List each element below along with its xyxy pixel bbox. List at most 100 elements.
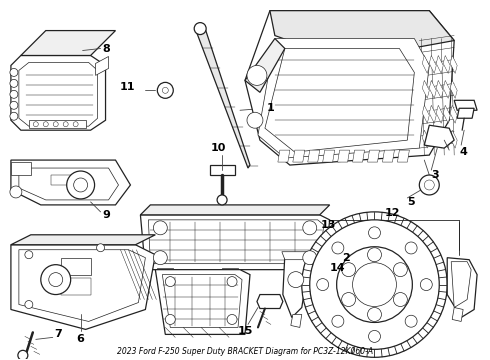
Circle shape [63,122,68,127]
Text: 14: 14 [330,263,345,273]
Circle shape [332,242,344,254]
Circle shape [405,242,417,254]
Polygon shape [436,80,443,98]
Polygon shape [450,105,457,123]
Circle shape [10,186,22,198]
Polygon shape [429,105,436,123]
Circle shape [247,66,267,85]
Circle shape [368,330,380,342]
Polygon shape [457,108,474,118]
Circle shape [25,301,33,309]
Polygon shape [141,215,330,270]
Text: 13: 13 [320,220,336,230]
Polygon shape [11,245,155,329]
Polygon shape [162,275,242,328]
Text: 15: 15 [238,327,253,336]
Circle shape [53,122,58,127]
Text: 4: 4 [459,147,467,157]
Circle shape [337,247,413,323]
Polygon shape [155,270,250,334]
Circle shape [227,315,237,324]
Polygon shape [257,294,283,309]
Polygon shape [454,100,477,110]
Circle shape [153,221,167,235]
Circle shape [368,248,382,262]
Polygon shape [282,252,313,260]
Circle shape [41,265,71,294]
Polygon shape [283,255,308,318]
Circle shape [25,251,33,259]
Polygon shape [443,80,450,98]
Circle shape [73,122,78,127]
Polygon shape [424,125,454,148]
Text: 11: 11 [120,82,135,93]
Polygon shape [308,150,319,162]
Text: 2023 Ford F-250 Super Duty BRACKET Diagram for PC3Z-12K060-A: 2023 Ford F-250 Super Duty BRACKET Diagr… [117,347,373,356]
Polygon shape [258,39,429,158]
Circle shape [33,122,38,127]
Circle shape [74,178,88,192]
Circle shape [10,68,18,76]
Polygon shape [397,150,409,162]
Circle shape [217,195,227,205]
Polygon shape [210,165,235,175]
Polygon shape [429,80,436,98]
Polygon shape [265,49,415,152]
Polygon shape [61,278,91,294]
Text: 2: 2 [342,253,349,263]
Polygon shape [278,150,290,162]
Circle shape [162,87,168,93]
Polygon shape [292,268,308,278]
Circle shape [303,251,317,265]
Circle shape [419,175,439,195]
Circle shape [10,90,18,98]
Polygon shape [19,62,98,126]
Polygon shape [450,130,457,148]
Polygon shape [245,39,285,92]
Circle shape [10,80,18,87]
Circle shape [317,279,329,291]
Circle shape [368,307,382,321]
Circle shape [420,279,432,291]
Circle shape [18,350,28,360]
Polygon shape [422,80,429,98]
Polygon shape [11,162,31,175]
Polygon shape [195,28,250,168]
Polygon shape [29,120,86,128]
Polygon shape [429,55,436,73]
Polygon shape [19,250,146,321]
Circle shape [302,212,447,357]
Circle shape [227,276,237,287]
Circle shape [405,315,417,327]
Polygon shape [436,105,443,123]
Polygon shape [450,80,457,98]
Circle shape [10,112,18,120]
Circle shape [43,122,48,127]
Circle shape [288,272,304,288]
Polygon shape [422,55,429,73]
Polygon shape [451,262,471,307]
Text: 9: 9 [102,210,110,220]
Polygon shape [222,268,238,278]
Circle shape [342,293,356,306]
Polygon shape [443,55,450,73]
Circle shape [393,263,407,276]
Circle shape [424,180,434,190]
Polygon shape [429,130,436,148]
Circle shape [67,171,95,199]
Circle shape [303,221,317,235]
Polygon shape [51,175,75,185]
Polygon shape [323,150,335,162]
Text: 12: 12 [385,208,400,218]
Polygon shape [61,258,91,275]
Text: 6: 6 [76,334,85,345]
Circle shape [332,315,344,327]
Circle shape [165,276,175,287]
Circle shape [368,227,380,239]
Text: 10: 10 [210,143,226,153]
Text: 5: 5 [407,197,415,207]
Polygon shape [245,11,454,165]
Polygon shape [11,55,105,130]
Circle shape [353,263,396,306]
Polygon shape [452,307,463,321]
